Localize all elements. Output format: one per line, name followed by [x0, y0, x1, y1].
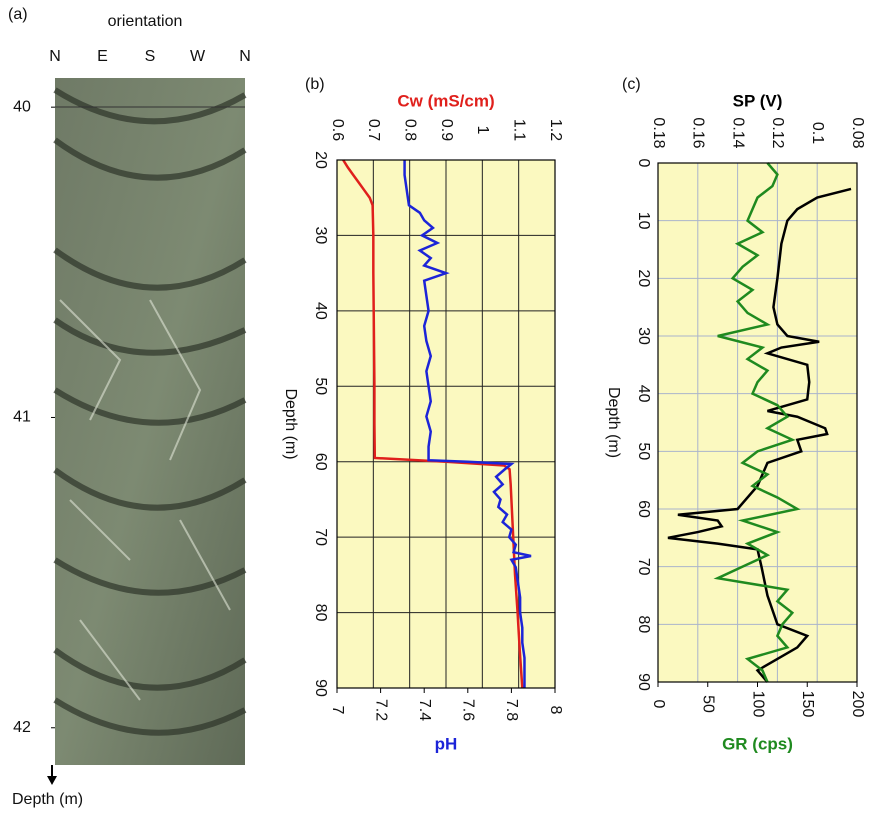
x2-axis-label: pH — [435, 734, 458, 753]
x-tick-label: 0.9 — [438, 119, 455, 141]
plot-frame — [657, 162, 858, 683]
x-tick-label: 1 — [474, 126, 491, 135]
x-tick-label: W — [190, 48, 206, 65]
x-tick-label: 1.1 — [510, 119, 527, 141]
x-tick-label: 0.12 — [769, 117, 786, 148]
y-tick-label: 90 — [635, 673, 652, 691]
y-tick-label: 30 — [312, 227, 329, 245]
x2-tick-label: 7 — [329, 706, 346, 715]
x2-tick-label: 8 — [547, 706, 564, 715]
y-tick-label: 50 — [312, 377, 329, 395]
y-tick-label: 0 — [635, 159, 652, 168]
y-axis-label: Depth (m) — [605, 387, 622, 458]
y-tick-label: 70 — [312, 528, 329, 546]
panel-label: (c) — [622, 76, 641, 93]
x-tick-label: 0.08 — [849, 117, 866, 148]
x2-tick-label: 7.4 — [416, 699, 433, 721]
x-tick-label: N — [239, 48, 251, 65]
x-tick-label: E — [97, 48, 108, 65]
y-tick-label: 10 — [635, 212, 652, 230]
y-tick-label: 40 — [312, 302, 329, 320]
x-tick-label: 0.14 — [729, 117, 746, 148]
x-tick-label: 0.1 — [809, 122, 826, 144]
y-tick-label: 70 — [635, 558, 652, 576]
panel-label: (a) — [8, 6, 28, 23]
y-tick-label: 60 — [635, 500, 652, 518]
x2-axis-label: GR (cps) — [722, 734, 793, 753]
y-tick-label: 50 — [635, 442, 652, 460]
y-tick-label: 80 — [312, 604, 329, 622]
plot-frame — [336, 159, 556, 689]
x-axis-label: Cw (mS/cm) — [397, 91, 494, 110]
y-tick-label: 30 — [635, 327, 652, 345]
y-tick-label: 90 — [312, 679, 329, 697]
panel-label: (b) — [305, 76, 325, 93]
y-tick-label: 41 — [13, 409, 31, 426]
x2-tick-label: 7.2 — [372, 699, 389, 721]
data-line — [713, 162, 801, 683]
x2-tick-label: 150 — [799, 691, 816, 718]
x2-tick-label: 7.6 — [460, 699, 477, 721]
x-tick-label: 1.2 — [547, 119, 564, 141]
x-tick-label: N — [49, 48, 61, 65]
y-tick-label: 60 — [312, 453, 329, 471]
x-tick-label: 0.18 — [650, 117, 667, 148]
x2-tick-label: 7.8 — [503, 699, 520, 721]
data-line — [403, 160, 532, 688]
x-axis-label: SP (V) — [733, 91, 783, 110]
y-tick-label: 80 — [635, 615, 652, 633]
x-tick-label: 0.6 — [329, 119, 346, 141]
y-tick-label: 40 — [635, 385, 652, 403]
x-tick-label: S — [145, 48, 156, 65]
x2-tick-label: 100 — [749, 691, 766, 718]
x-tick-label: 0.7 — [365, 119, 382, 141]
x-tick-label: 0.8 — [401, 119, 418, 141]
x2-tick-label: 0 — [650, 700, 667, 709]
x-axis-label: orientation — [108, 13, 183, 30]
y-axis-label: Depth (m) — [12, 791, 83, 808]
y-tick-label: 40 — [13, 98, 31, 115]
y-axis-label: Depth (m) — [282, 388, 299, 459]
x-tick-label: 0.16 — [690, 117, 707, 148]
y-tick-label: 20 — [312, 151, 329, 169]
borehole-image — [47, 78, 247, 785]
y-tick-label: 20 — [635, 269, 652, 287]
x2-tick-label: 200 — [849, 691, 866, 718]
x2-tick-label: 50 — [700, 695, 717, 713]
plot-background — [658, 163, 857, 682]
y-tick-label: 42 — [13, 719, 31, 736]
